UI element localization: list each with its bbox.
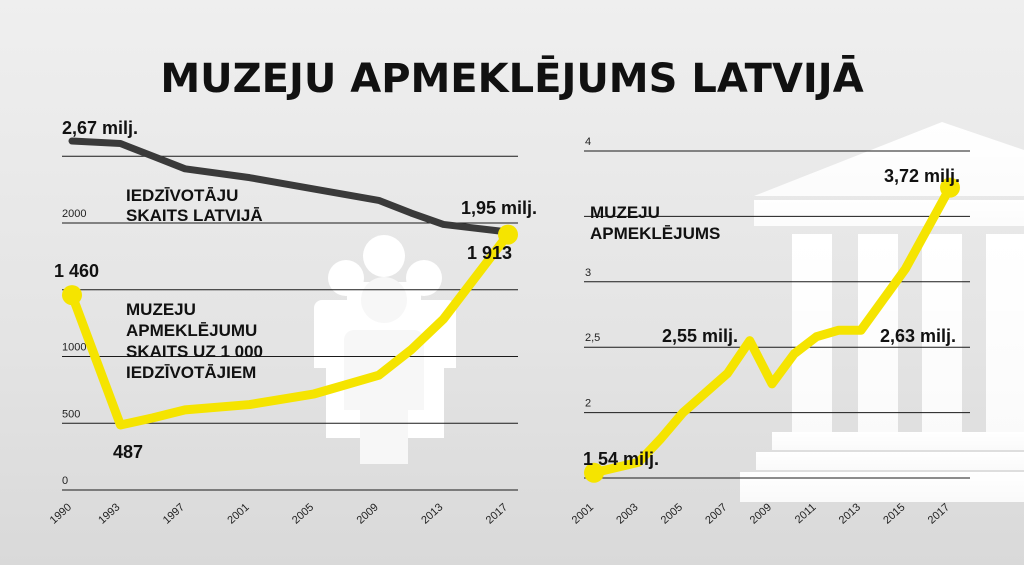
museum-visits-point xyxy=(725,371,730,376)
museum-visits-point xyxy=(770,381,774,386)
museum-visits-point xyxy=(636,460,641,465)
right-y-tick-label: 4 xyxy=(585,136,591,148)
right-x-tick-label: 2013 xyxy=(837,501,863,526)
left-x-tick-label: 2009 xyxy=(355,501,381,526)
right-x-tick-label: 2015 xyxy=(881,501,907,526)
visits-point xyxy=(247,402,252,407)
pop-start-label: 2,67 milj. xyxy=(62,118,138,138)
visits-point xyxy=(183,407,188,412)
visits-point xyxy=(498,224,518,245)
museum-series-label-2: APMEKLĒJUMS xyxy=(590,224,720,243)
visits-point xyxy=(62,285,82,306)
museum-visits-point xyxy=(859,328,863,333)
visits-per-1000-line xyxy=(67,230,513,430)
left-x-tick-label: 2013 xyxy=(419,501,445,526)
visits-point xyxy=(118,422,123,427)
right-y-tick-label: 2,5 xyxy=(585,332,600,344)
visits-series-label-3: SKAITS UZ 1 000 xyxy=(126,342,263,361)
museum-mid-label: 2,63 milj. xyxy=(880,326,956,346)
museum-start-label: 1 54 milj. xyxy=(583,449,659,469)
museum-peak-label: 2,55 milj. xyxy=(662,326,738,346)
population-point xyxy=(151,154,155,158)
right-x-tick-label: 2017 xyxy=(926,501,952,526)
museum-visits-point xyxy=(836,328,841,333)
population-point xyxy=(441,222,445,226)
right-x-tick-label: 2007 xyxy=(703,501,729,526)
left-x-tick-label: 1993 xyxy=(96,501,122,526)
left-y-tick-label: 0 xyxy=(62,475,68,487)
page-title: MUZEJU APMEKLĒJUMS LATVIJĀ xyxy=(160,54,863,102)
museum-visits-point xyxy=(658,436,663,441)
museum-visits-line xyxy=(589,183,955,478)
museum-end-label: 3,72 milj. xyxy=(884,166,960,186)
right-x-tick-label: 2003 xyxy=(614,501,640,526)
visits-end-label: 1 913 xyxy=(467,243,512,263)
left-x-tick-label: 2001 xyxy=(225,501,251,526)
population-point xyxy=(409,211,413,215)
visits-series-label-4: IEDZĪVOTĀJIEM xyxy=(126,363,256,382)
left-x-tick-label: 1997 xyxy=(161,501,187,526)
people-group-icon xyxy=(314,235,456,464)
population-point xyxy=(377,198,381,202)
left-y-tick-label: 2000 xyxy=(62,208,86,220)
visits-start-label: 1 460 xyxy=(54,261,99,281)
pop-end-label: 1,95 milj. xyxy=(461,198,537,218)
visits-point xyxy=(409,347,414,352)
left-x-tick-label: 1990 xyxy=(48,501,74,526)
left-x-tick-label: 2017 xyxy=(484,501,510,526)
population-point xyxy=(118,142,122,146)
museum-visits-point xyxy=(703,390,708,395)
left-x-tick-label: 2005 xyxy=(290,501,316,526)
right-x-tick-label: 2009 xyxy=(748,501,774,526)
right-x-tick-label: 2005 xyxy=(659,501,685,526)
visits-series-label-2: APMEKLĒJUMU xyxy=(126,321,257,340)
right-y-tick-label: 2 xyxy=(585,398,591,410)
museum-building-icon xyxy=(740,122,1024,502)
population-point xyxy=(183,167,187,171)
population-point xyxy=(248,176,252,180)
left-y-tick-label: 500 xyxy=(62,408,80,420)
pop-series-label-2: SKAITS LATVIJĀ xyxy=(126,206,263,225)
museum-visits-point xyxy=(814,334,819,339)
pop-series-label-1: IEDZĪVOTĀJU xyxy=(126,186,238,205)
museum-visits-point xyxy=(940,177,960,198)
visits-point xyxy=(312,391,317,396)
museum-visits-point xyxy=(584,462,604,483)
visits-series-label-1: MUZEJU xyxy=(126,300,196,319)
museum-visits-point xyxy=(747,338,752,343)
visits-point xyxy=(376,373,381,378)
population-line xyxy=(68,137,512,236)
visits-min-label: 487 xyxy=(113,442,143,462)
museum-series-label-1: MUZEJU xyxy=(590,203,660,222)
right-y-tick-label: 3 xyxy=(585,267,591,279)
left-y-tick-label: 1000 xyxy=(62,342,86,354)
visits-point xyxy=(441,317,446,322)
right-x-tick-label: 2011 xyxy=(793,501,819,526)
museum-visits-point xyxy=(792,351,797,356)
museum-visits-point xyxy=(681,410,685,415)
museum-visits-point xyxy=(903,266,908,271)
right-x-tick-label: 2001 xyxy=(570,501,596,526)
population-point xyxy=(70,139,74,143)
visits-point xyxy=(150,415,155,420)
population-point xyxy=(312,187,316,191)
